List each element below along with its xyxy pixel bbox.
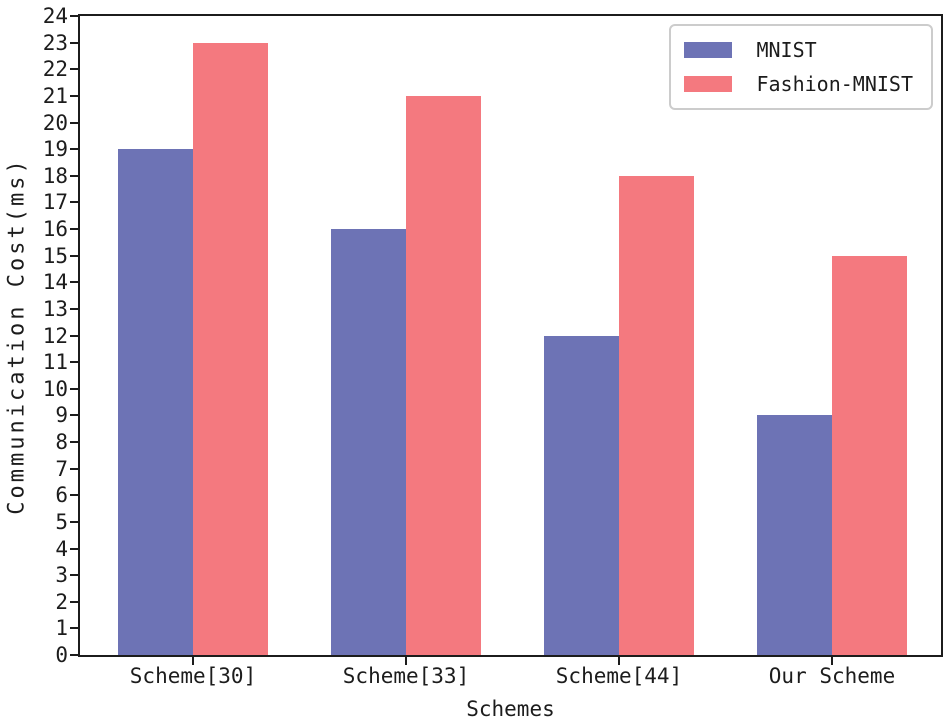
legend-item-fashion-mnist: Fashion-MNIST	[684, 70, 913, 98]
x-tick-mark	[831, 657, 833, 665]
y-tick-mark	[70, 254, 78, 257]
y-tick-mark	[70, 441, 78, 443]
x-tick-mark	[618, 657, 620, 665]
x-tick-label: Our Scheme	[768, 664, 896, 688]
y-tick-label: 16	[42, 217, 68, 241]
y-tick-label: 19	[42, 137, 68, 162]
y-tick-label: 6	[55, 483, 68, 508]
y-tick-mark	[70, 201, 78, 204]
x-tick-mark	[405, 657, 407, 665]
legend-item-mnist: MNIST	[684, 36, 913, 64]
y-tick-label: 12	[42, 323, 68, 348]
y-tick-mark	[70, 600, 78, 603]
legend-swatch-icon	[684, 76, 733, 92]
y-tick-label: 17	[42, 190, 68, 215]
bar-fashion-mnist-3	[619, 175, 694, 655]
legend-label: Fashion-MNIST	[756, 72, 913, 96]
y-tick-mark	[70, 547, 78, 550]
y-tick-label: 2	[55, 589, 68, 614]
x-tick-label: Scheme[30]	[129, 664, 257, 688]
y-tick-label: 23	[42, 30, 68, 55]
y-tick-mark	[70, 15, 78, 17]
y-tick-label: 24	[42, 4, 68, 28]
bar-fashion-mnist-1	[193, 42, 268, 655]
y-tick-label: 15	[42, 243, 68, 268]
x-tick-label: Scheme[33]	[342, 664, 470, 688]
y-tick-label: 1	[55, 616, 68, 641]
bar-mnist-1	[118, 149, 193, 655]
y-tick-label: 10	[42, 376, 68, 401]
x-axis-title: Schemes	[466, 697, 555, 721]
bar-fashion-mnist-4	[832, 255, 907, 655]
y-tick-mark	[70, 41, 78, 44]
y-tick-label: 4	[55, 536, 68, 561]
y-tick-label: 7	[55, 456, 68, 481]
y-tick-mark	[70, 307, 78, 310]
y-tick-mark	[70, 281, 78, 284]
y-tick-mark	[70, 121, 78, 124]
legend-label: MNIST	[756, 38, 817, 62]
y-tick-label: 22	[42, 57, 68, 82]
y-tick-mark	[70, 520, 78, 523]
plot-area: MNIST Fashion-MNIST	[70, 14, 943, 665]
y-tick-mark	[70, 361, 78, 364]
x-tick-label: Scheme[44]	[555, 664, 683, 688]
legend-swatch-icon	[684, 42, 733, 58]
legend: MNIST Fashion-MNIST	[669, 24, 933, 110]
y-tick-mark	[70, 228, 78, 230]
bar-mnist-2	[331, 229, 406, 655]
bar-mnist-3	[544, 335, 619, 655]
y-tick-mark	[70, 414, 78, 417]
bar-fashion-mnist-2	[406, 95, 481, 655]
y-tick-mark	[70, 467, 78, 470]
y-tick-mark	[70, 387, 78, 390]
y-tick-mark	[70, 174, 78, 177]
y-tick-label: 3	[55, 563, 68, 588]
y-tick-mark	[70, 68, 78, 71]
y-tick-label: 21	[42, 83, 68, 108]
y-tick-label: 20	[42, 110, 68, 135]
y-tick-mark	[70, 148, 78, 151]
y-tick-label: 5	[55, 509, 68, 534]
y-tick-mark	[70, 334, 78, 337]
y-tick-mark	[70, 574, 78, 577]
y-tick-label: 8	[55, 430, 68, 454]
y-tick-mark	[70, 494, 78, 497]
y-tick-label: 13	[42, 296, 68, 321]
y-tick-label: 0	[55, 643, 68, 667]
y-tick-mark	[70, 94, 78, 97]
y-tick-label: 18	[42, 163, 68, 188]
x-tick-mark	[192, 657, 194, 665]
y-tick-mark	[70, 627, 78, 630]
y-tick-label: 14	[42, 270, 68, 295]
bar-mnist-4	[757, 415, 832, 655]
y-tick-label: 11	[42, 350, 68, 375]
y-tick-label: 9	[55, 403, 68, 428]
y-tick-mark	[70, 654, 78, 656]
